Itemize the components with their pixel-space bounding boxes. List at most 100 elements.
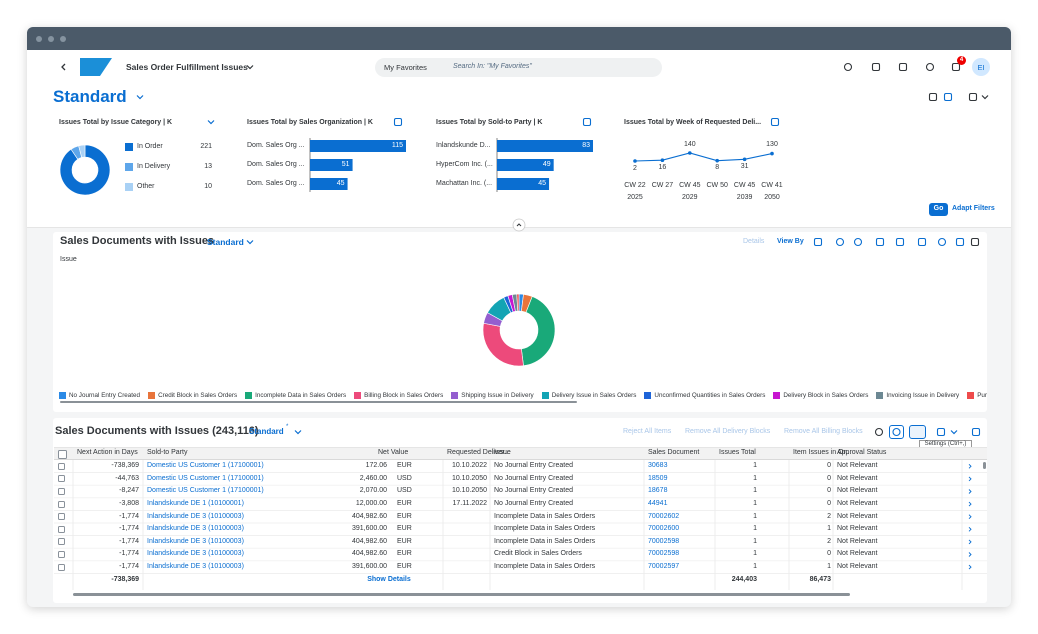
legend-item[interactable]: Shipping Issue in Delivery	[451, 389, 534, 401]
table-cell[interactable]: 70002598	[648, 550, 680, 558]
table-cell[interactable]: Inlandskunde DE 1 (10100001)	[147, 499, 244, 507]
table-cell[interactable]: Domestic US Customer 1 (17100001)	[147, 474, 264, 482]
back-button[interactable]	[61, 63, 66, 71]
table-cell[interactable]: Inlandskunde DE 3 (10100003)	[147, 537, 244, 545]
toolbar-icon[interactable]	[871, 62, 881, 72]
table-cell[interactable]: 70002600	[648, 525, 680, 533]
checkbox[interactable]	[58, 488, 65, 495]
checkbox[interactable]	[58, 450, 67, 459]
toolbar-icon[interactable]	[582, 117, 592, 127]
notification-badge[interactable]	[957, 56, 966, 65]
table-cell[interactable]: 18678	[648, 487, 668, 495]
checkbox[interactable]	[58, 513, 65, 521]
go-button[interactable]	[929, 203, 948, 216]
column-header[interactable]: Approval Status	[837, 449, 887, 457]
toolbar-icon[interactable]	[968, 92, 978, 102]
bar[interactable]	[497, 159, 554, 171]
toolbar-icon[interactable]	[393, 117, 403, 127]
legend-item[interactable]: Billing Block in Sales Orders	[354, 389, 443, 401]
column-header[interactable]: Item Issues in Or...	[793, 449, 852, 457]
table-cell[interactable]: 18509	[648, 474, 668, 482]
checkbox[interactable]	[58, 475, 65, 483]
sap-logo[interactable]	[80, 58, 112, 76]
toolbar-icon[interactable]	[971, 427, 981, 437]
chevron-icon[interactable]	[246, 65, 254, 70]
table-cell[interactable]: Inlandskunde DE 3 (10100003)	[147, 525, 244, 533]
column-header[interactable]: Net Value	[378, 449, 409, 457]
legend-item[interactable]: Unconfirmed Quantities in Sales Orders	[644, 389, 765, 401]
table-cell[interactable]: Domestic US Customer 1 (17100001)	[147, 487, 264, 495]
toolbar-icon[interactable]	[770, 117, 780, 127]
search-scope[interactable]: My Favorites	[384, 62, 427, 72]
toolbar-icon[interactable]	[898, 62, 908, 72]
toolbar-icon[interactable]	[937, 237, 947, 247]
chevron-icon[interactable]	[246, 240, 254, 245]
checkbox[interactable]	[58, 551, 65, 558]
table-cell[interactable]: 70002598	[648, 537, 680, 545]
checkbox[interactable]	[58, 462, 65, 470]
app-title[interactable]: Sales Order Fulfillment Issues	[126, 61, 248, 72]
table-cell[interactable]: Inlandskunde DE 3 (10100003)	[147, 550, 244, 558]
table-cell[interactable]: 44941	[648, 499, 668, 507]
line-point[interactable]	[660, 158, 665, 162]
bar[interactable]	[497, 140, 593, 152]
column-header[interactable]: Sales Document	[648, 449, 700, 457]
variant-select[interactable]: Standard	[207, 236, 244, 247]
row-navigation[interactable]	[968, 526, 972, 532]
avatar[interactable]	[972, 58, 990, 76]
go-label[interactable]: Go	[933, 205, 944, 213]
adapt-filters[interactable]: Adapt Filters	[952, 205, 995, 213]
row-navigation[interactable]	[968, 564, 972, 570]
line-point[interactable]	[633, 159, 637, 163]
row-navigation[interactable]	[968, 539, 972, 545]
card-title[interactable]: Issues Total by Issue Category | K	[59, 118, 173, 126]
checkbox[interactable]	[58, 538, 65, 546]
legend-item[interactable]: Delivery Block in Sales Orders	[773, 389, 868, 401]
row-navigation[interactable]	[968, 501, 972, 507]
legend-item[interactable]: No Journal Entry Created	[59, 389, 140, 401]
legend-item[interactable]: Credit Block in Sales Orders	[148, 389, 237, 401]
legend-item[interactable]: Invoicing Issue in Delivery	[876, 389, 959, 401]
view-by-button[interactable]: View By	[777, 237, 804, 245]
action-button[interactable]: Remove All Delivery Blocks	[685, 427, 771, 435]
chevron-icon[interactable]	[981, 95, 989, 100]
legend-item[interactable]: Delivery Issue in Sales Orders	[541, 389, 636, 401]
line-point[interactable]	[742, 157, 747, 162]
table-cell[interactable]: Domestic US Customer 1 (17100001)	[147, 462, 264, 470]
details-button[interactable]: Details	[743, 237, 765, 245]
toolbar-icon[interactable]	[843, 62, 853, 72]
card-title[interactable]: Issues Total by Sold-to Party | K	[436, 118, 543, 126]
toolbar-icon[interactable]	[925, 62, 935, 72]
variant-select[interactable]: Standard	[249, 427, 284, 437]
collapse-button[interactable]	[512, 218, 526, 232]
row-navigation[interactable]	[968, 514, 972, 520]
bar[interactable]	[310, 140, 406, 152]
checkbox[interactable]	[58, 525, 65, 533]
toolbar-icon[interactable]	[928, 92, 938, 102]
card-title[interactable]: Issues Total by Week of Requested Deli..…	[624, 118, 762, 126]
column-header[interactable]: Issue	[494, 449, 511, 457]
window-dot[interactable]	[48, 36, 54, 42]
line-point[interactable]	[770, 151, 774, 156]
chevron-icon[interactable]	[950, 430, 958, 435]
chevron-icon[interactable]	[294, 430, 302, 435]
card-title[interactable]: Issues Total by Sales Organization | K	[247, 118, 373, 126]
chevron-icon[interactable]	[207, 120, 215, 125]
checkbox[interactable]	[58, 500, 65, 508]
table-cell[interactable]: 70002597	[648, 562, 680, 570]
avatar-initials[interactable]: EI	[977, 62, 985, 72]
action-button[interactable]: Remove All Billing Blocks	[784, 427, 863, 435]
chevron-icon[interactable]	[136, 95, 144, 100]
bar[interactable]	[497, 178, 550, 190]
table-cell[interactable]: 70002602	[648, 512, 680, 520]
line-point[interactable]	[688, 151, 692, 155]
table-cell[interactable]: Inlandskunde DE 3 (10100003)	[147, 562, 244, 570]
toolbar-icon[interactable]	[875, 237, 885, 247]
toolbar-icon[interactable]	[895, 237, 905, 247]
horizontal-scrollbar[interactable]	[73, 593, 850, 596]
legend-scrollbar[interactable]	[60, 401, 577, 403]
window-dot[interactable]	[60, 36, 66, 42]
table-cell[interactable]: Inlandskunde DE 3 (10100003)	[147, 512, 244, 520]
legend-item[interactable]: Purchasing Issu	[967, 389, 987, 401]
checkbox[interactable]	[58, 563, 65, 571]
